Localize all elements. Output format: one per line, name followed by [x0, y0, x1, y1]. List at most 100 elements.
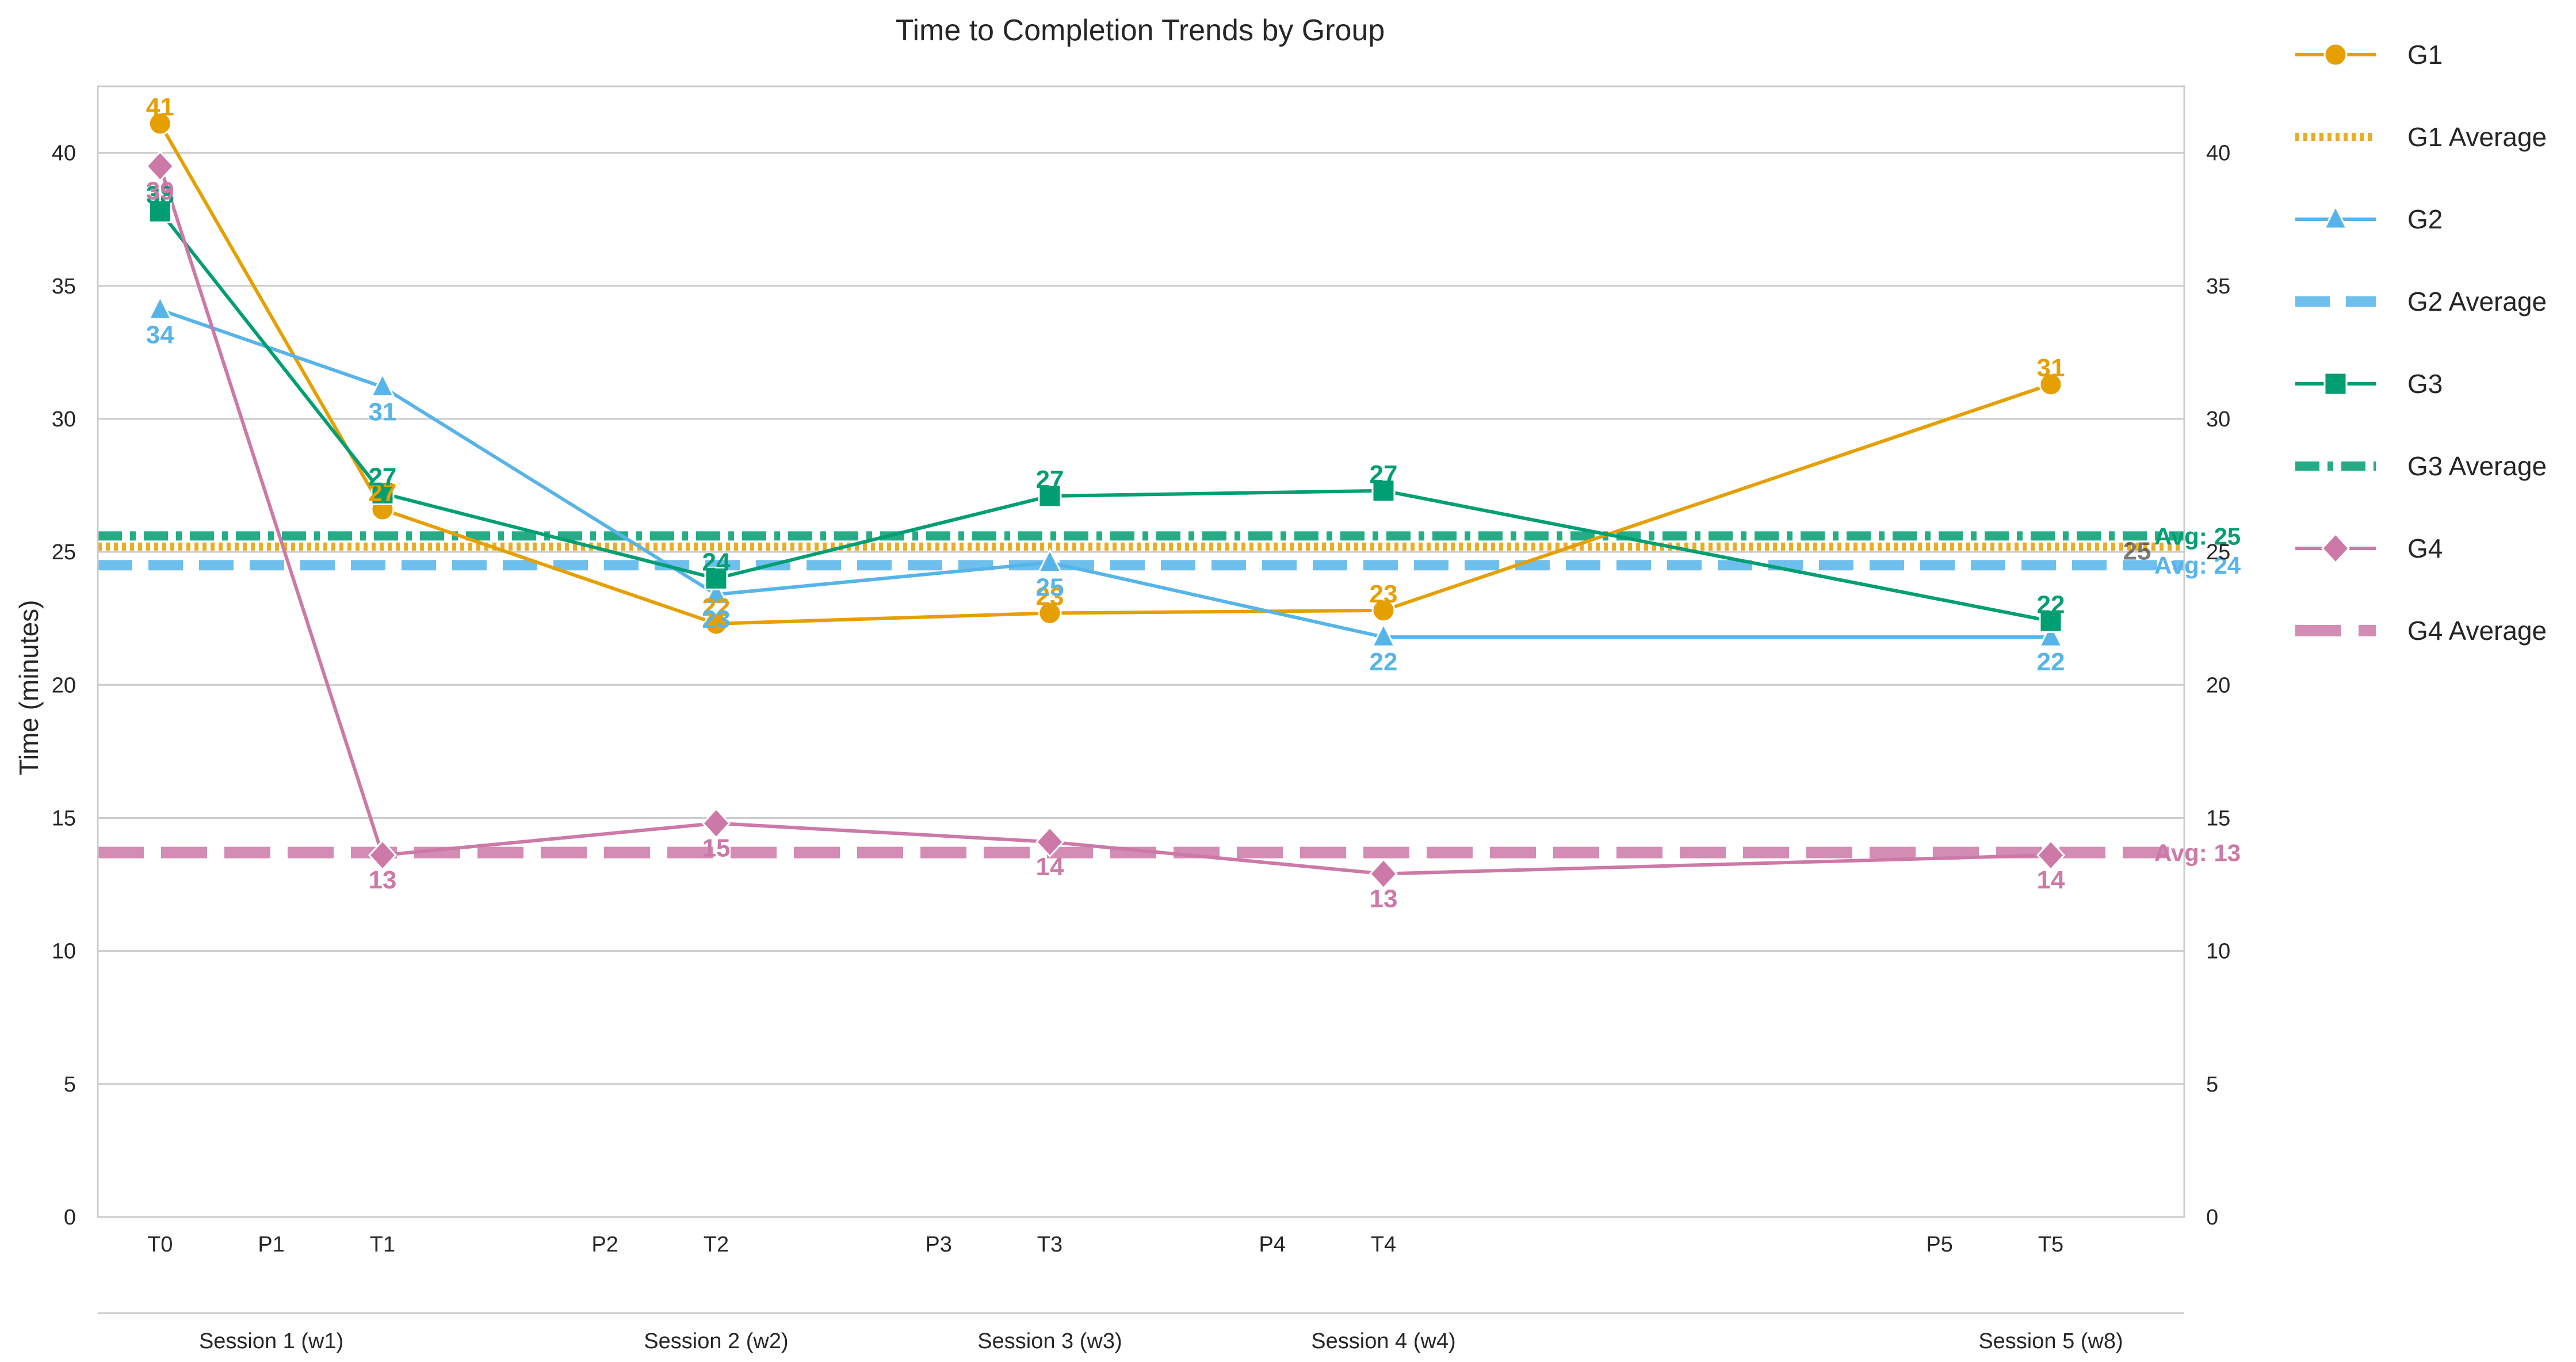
average-label: Avg: 13 [2154, 840, 2241, 867]
data-point [704, 579, 729, 605]
x-tick-label: P2 [591, 1233, 618, 1257]
y-tick-label-left: 35 [52, 274, 76, 299]
data-label: 41 [146, 93, 174, 121]
x-tick-label: P4 [1259, 1233, 1285, 1257]
data-point [701, 807, 731, 839]
data-label: 31 [368, 398, 396, 426]
data-point [1371, 598, 1396, 623]
legend-label: G3 [2407, 369, 2443, 399]
data-point [368, 839, 397, 871]
series-lines [158, 123, 2051, 876]
data-label: 23 [702, 605, 730, 634]
data-label: 13 [1369, 885, 1397, 913]
x-tick-label: T5 [2038, 1233, 2063, 1257]
average-label: Avg: 25 [2154, 522, 2241, 550]
plot-frame [97, 85, 2185, 1218]
axes: 0 0 5 5 10 10 15 15 20 20 25 25 30 30 35 35 40 40 T0 P1 T1 P2… [52, 85, 2230, 1353]
y-tick-label-left: 20 [52, 673, 76, 697]
data-label: 38 [146, 181, 174, 209]
data-point [2039, 609, 2063, 633]
data-label: 27 [1035, 466, 1064, 494]
y-tick-label-right: 0 [2206, 1205, 2218, 1230]
data-label: 25 [2123, 537, 2151, 565]
data-label: 22 [2037, 648, 2065, 676]
data-point [147, 295, 173, 320]
y-tick-label-left: 30 [52, 407, 76, 432]
average-lines [98, 531, 2184, 859]
series-line [158, 165, 2051, 876]
series-line [159, 308, 2051, 639]
y-tick-label-right: 25 [2206, 540, 2230, 564]
data-label: 24 [702, 548, 730, 576]
y-tick-label-right: 5 [2206, 1073, 2218, 1097]
data-point [2039, 372, 2063, 396]
x-tick-label: P5 [1926, 1233, 1952, 1257]
data-label: 22 [702, 593, 730, 621]
session-label: Session 4 (w4) [1311, 1329, 1455, 1353]
data-label: 31 [2037, 354, 2065, 382]
y-tick-label-right: 15 [2206, 806, 2230, 830]
data-label: 34 [146, 321, 174, 349]
x-tick-label: T3 [1037, 1233, 1062, 1257]
data-point [1371, 622, 1396, 647]
x-tick-label: T2 [704, 1233, 729, 1257]
data-point [148, 199, 172, 223]
data-label: 22 [2037, 590, 2065, 619]
data-point [1038, 484, 1062, 508]
session-label: Session 2 (w2) [644, 1329, 788, 1353]
session-label: Session 1 (w1) [199, 1329, 343, 1353]
data-label: 27 [368, 479, 396, 507]
y-tick-label-left: 0 [64, 1205, 76, 1230]
data-point [1035, 826, 1065, 858]
x-tick-label: T1 [370, 1233, 395, 1257]
data-point [2323, 204, 2348, 230]
x-tick-label: P1 [258, 1233, 284, 1257]
data-label: 23 [1369, 580, 1397, 608]
data-point [2321, 532, 2350, 564]
x-tick-label: P3 [925, 1233, 951, 1257]
legend-label: G3 Average [2407, 451, 2547, 481]
data-point [370, 481, 395, 505]
average-label: Avg: 24 [2154, 552, 2241, 579]
data-label: 39 [146, 177, 174, 205]
series-markers [146, 112, 2066, 890]
data-label: 22 [1369, 648, 1397, 676]
y-tick-label-left: 15 [52, 806, 76, 830]
data-label: 27 [1369, 460, 1397, 489]
x-tick-label: T0 [147, 1233, 173, 1257]
y-tick-label-left: 5 [64, 1073, 76, 1097]
session-label: Session 3 (w3) [977, 1329, 1122, 1353]
data-label: 25 [1035, 574, 1064, 602]
data-point [1037, 548, 1062, 573]
data-point [1371, 479, 1396, 503]
y-tick-label-left: 25 [52, 540, 76, 564]
session-label: Session 5 (w8) [1978, 1329, 2123, 1353]
y-tick-label-left: 10 [52, 940, 76, 964]
legend-label: G2 [2407, 204, 2443, 234]
grid-lines [98, 152, 2184, 1218]
legend-label: G4 Average [2407, 616, 2547, 646]
legend-label: G4 [2407, 533, 2443, 563]
y-tick-label-right: 40 [2206, 142, 2230, 166]
y-tick-label-right: 35 [2206, 274, 2230, 299]
data-label: 14 [2037, 866, 2065, 894]
y-axis-label: Time (minutes) [14, 600, 44, 776]
data-point [146, 150, 175, 182]
data-label: 13 [368, 866, 396, 894]
data-label: 14 [1035, 853, 1064, 881]
data-point [2323, 43, 2348, 67]
data-point [370, 372, 395, 397]
legend-label: G1 [2407, 40, 2443, 70]
data-point [704, 612, 728, 636]
data-label: 15 [702, 834, 730, 863]
data-point [1038, 601, 1062, 625]
legend: G1 G1 Average G2 G2 Average G3 G3 Average G4 G4… [2295, 40, 2547, 646]
y-tick-label-left: 40 [52, 142, 76, 166]
data-label: 27 [368, 463, 396, 491]
data-label: 23 [1035, 582, 1064, 611]
data-point [2323, 372, 2348, 396]
data-point [704, 566, 728, 590]
series-line [158, 210, 2051, 623]
